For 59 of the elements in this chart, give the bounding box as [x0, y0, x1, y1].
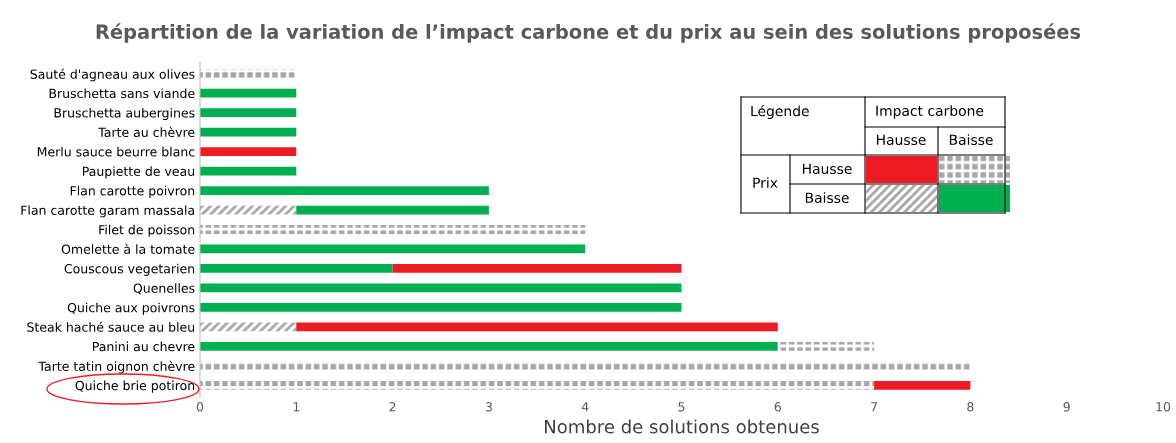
- annotation: Baisse: [949, 134, 993, 146]
- bar: [200, 127, 297, 137]
- bar: [200, 186, 489, 195]
- annotation: Impact carbone: [876, 105, 984, 119]
- chart-title: Répartition de la variation de l’impact carbone et du prix au sein des solutions proposées: [96, 23, 1081, 43]
- annotation: Hausse: [876, 134, 926, 146]
- x-tick-label: 2: [389, 402, 396, 412]
- bar: [200, 225, 586, 234]
- y-tick-label: Paupiette de veau: [82, 166, 194, 179]
- x-tick-label: 0: [196, 402, 204, 412]
- bar: [200, 244, 586, 254]
- y-tick-label: Couscous vegetarien: [64, 263, 195, 276]
- y-tick-label: Merlu sauce beurre blanc: [37, 146, 195, 157]
- bar: [200, 361, 971, 371]
- x-tick-label: 5: [678, 402, 685, 412]
- x-tick-label: 4: [581, 402, 589, 412]
- bar: [200, 69, 297, 79]
- x-tick-label: 9: [1063, 402, 1070, 412]
- x-tick-label: 10: [1156, 402, 1171, 412]
- bar: [200, 341, 778, 351]
- bar: [392, 264, 682, 273]
- y-tick-label: Sauté d'agneau aux olives: [30, 68, 195, 82]
- bar: [200, 166, 297, 176]
- x-tick-label: 1: [293, 402, 300, 412]
- y-tick-label: Filet de poisson: [99, 224, 195, 237]
- bar: [200, 147, 297, 156]
- x-tick-label: 8: [967, 402, 974, 412]
- bar: [200, 88, 297, 98]
- y-tick-label: Panini au chevre: [92, 341, 195, 352]
- y-tick-label: Tarte tatin oignon chèvre: [38, 360, 195, 374]
- bar: [777, 341, 875, 351]
- y-tick-label: Tarte au chèvre: [98, 126, 195, 138]
- y-tick-label: Flan carotte garam massala: [21, 205, 195, 218]
- bar: [200, 303, 682, 312]
- y-tick-label: Quenelles: [133, 283, 195, 295]
- annotation: Légende: [751, 105, 809, 119]
- bar: [200, 108, 297, 118]
- y-tick-label: Quiche aux poivrons: [67, 302, 195, 315]
- y-tick-label: Bruschetta aubergines: [54, 107, 195, 120]
- bar: [874, 380, 971, 390]
- annotation: Hausse: [802, 163, 852, 175]
- bar: [200, 380, 875, 390]
- y-tick-label: Bruschetta sans viande: [49, 88, 195, 99]
- bar: [200, 264, 393, 273]
- annotation: Baisse: [805, 192, 849, 204]
- y-tick-label: Quiche brie potiron: [75, 380, 195, 393]
- bar: [296, 322, 778, 332]
- x-tick-label: 6: [774, 402, 781, 412]
- y-tick-label: Flan carotte poivron: [70, 185, 195, 198]
- bar: [296, 205, 489, 215]
- x-axis-title: Nombre de solutions obtenues: [545, 419, 819, 434]
- bar: [200, 283, 682, 293]
- bar: [200, 205, 297, 215]
- y-tick-label: Steak haché sauce au bleu: [27, 321, 194, 332]
- y-tick-label: Omelette à la tomate: [61, 243, 195, 254]
- x-tick-label: 3: [485, 402, 492, 412]
- bar: [200, 322, 297, 332]
- x-tick-label: 7: [871, 402, 878, 412]
- annotation: Prix: [753, 177, 778, 188]
